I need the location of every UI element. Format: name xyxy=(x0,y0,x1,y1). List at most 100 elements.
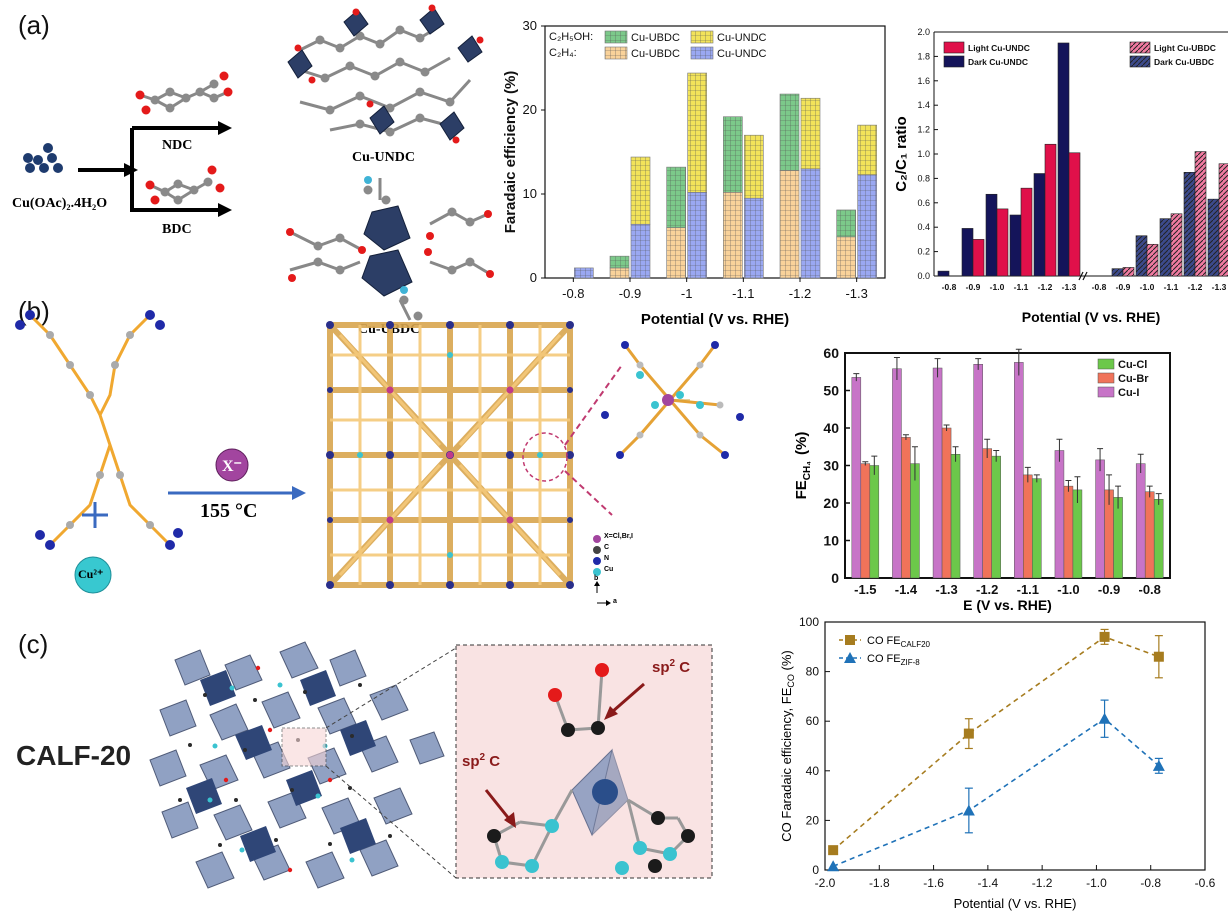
series-line-calf20 xyxy=(832,635,1160,851)
scheme-b xyxy=(15,310,744,606)
cu-ion-label: Cu²⁺ xyxy=(78,567,104,581)
legend-swatch xyxy=(943,55,965,68)
bar-cu-undc-c2h5oh xyxy=(800,97,821,170)
bar-cu-undc-c2h4 xyxy=(857,174,877,279)
x-axis-label: Potential (V vs. RHE) xyxy=(641,311,789,328)
x-tick-label: -0.9 xyxy=(966,282,981,292)
y-tick-label: 10 xyxy=(523,186,537,201)
key-x-label: X=Cl,Br,I xyxy=(604,533,633,540)
cu-ubdc-structure xyxy=(286,176,494,321)
y-tick-label: 50 xyxy=(823,383,839,399)
legend-row-c2h4: C₂H₄: xyxy=(549,47,577,59)
panel-label-c: (c) xyxy=(18,629,49,659)
y-axis-label: Faradaic efficiency (%) xyxy=(502,71,519,234)
chart-c2c1-ratio: 0.0 0.2 0.4 0.6 0.8 1.0 1.2 1.4 1.6 1.8 2.0 -0.8 -0.… xyxy=(893,27,1228,325)
bar-cu-i xyxy=(932,367,943,579)
chart-fe-ch4: 0 10 20 30 40 50 60 -1.5 -1.4 -1.3 -1.2 -1.1 -1.0 -0.… xyxy=(793,345,1171,613)
x-tick-label: -1.0 xyxy=(1140,282,1155,292)
x-axis-label: Potential (V vs. RHE) xyxy=(954,896,1077,911)
bar-cu-ubdc-c2h5oh xyxy=(779,93,800,171)
bar-dark-cu-ubdc xyxy=(1183,172,1196,277)
bar-cu-i xyxy=(851,377,862,579)
bar-cu-cl xyxy=(950,454,961,579)
x-tick-label: -0.8 xyxy=(942,282,957,292)
bar-cu-ubdc-c2h4 xyxy=(779,170,800,279)
legend-name: CO FE xyxy=(867,653,901,665)
bar-cu-ubdc-c2h4 xyxy=(666,227,686,279)
bar-light-cu-ubdc xyxy=(1122,267,1135,277)
sp2-sup: 2 xyxy=(479,752,486,763)
y-tick-label: 0.6 xyxy=(917,198,930,208)
legend-sub: CALF20 xyxy=(901,640,931,649)
bar-light-cu-undc xyxy=(1044,143,1057,277)
data-point-calf20 xyxy=(828,845,839,856)
legend-label: Cu-Cl xyxy=(1118,359,1147,371)
legend-swatch xyxy=(1129,55,1151,68)
bar-cu-br xyxy=(1023,474,1033,579)
y-tick-label: 0.2 xyxy=(917,247,930,257)
legend-swatch xyxy=(943,41,965,54)
x-tick-label: -1.4 xyxy=(895,582,918,597)
precursor-label: Cu(OAc)₂.4H₂O xyxy=(12,196,108,211)
legend-swatch xyxy=(1097,372,1115,384)
ndc-molecule xyxy=(135,71,233,115)
bar-dark-cu-undc xyxy=(1033,173,1046,277)
legend-swatch xyxy=(1129,41,1151,54)
y-axis-label: CO Faradaic efficiency, FECO (%) xyxy=(779,650,796,841)
ligand-structure xyxy=(28,313,172,547)
bar-cu-undc-c2h5oh xyxy=(857,124,877,175)
legend-label: Cu-UNDC xyxy=(717,32,767,44)
legend-label: Light Cu-UBDC xyxy=(1154,43,1216,53)
data-point-zif-8 xyxy=(962,804,975,816)
y-label-unit: (%) xyxy=(779,650,794,674)
bar-dark-cu-ubdc xyxy=(1159,218,1172,277)
bar-cu-br xyxy=(941,427,952,579)
bar-cu-i xyxy=(1054,450,1065,579)
sp2-c: C xyxy=(485,753,501,770)
x-tick-label: -0.9 xyxy=(1098,582,1120,597)
bar-light-cu-ubdc xyxy=(1146,243,1159,277)
bar-cu-cl xyxy=(910,463,920,579)
legend-label: Cu-UBDC xyxy=(631,32,680,44)
legend-marker xyxy=(845,635,855,645)
x-tick-label: -1.5 xyxy=(854,582,876,597)
key-cu-label: Cu xyxy=(604,566,614,573)
y-tick-label: 0.8 xyxy=(917,173,930,183)
y-tick-label: 30 xyxy=(523,18,537,33)
data-point-calf20 xyxy=(1099,631,1110,642)
bar-dark-cu-undc xyxy=(985,193,998,277)
x-tick-label: -1.2 xyxy=(976,582,998,597)
data-point-zif-8 xyxy=(827,860,840,872)
bar-dark-cu-ubdc xyxy=(1135,235,1148,277)
y-tick-label: 60 xyxy=(823,345,839,361)
bdc-label: BDC xyxy=(162,222,192,237)
plot-frame xyxy=(824,621,1206,871)
y-label-sub: CO xyxy=(786,674,796,688)
y-tick-label: 0.4 xyxy=(917,222,930,232)
bar-cu-br xyxy=(982,448,992,579)
ndc-label: NDC xyxy=(162,138,193,153)
x-tick-label: -1.2 xyxy=(1188,282,1203,292)
axis-break xyxy=(1078,271,1084,281)
y-tick-label: 20 xyxy=(806,813,820,827)
bar-dark-cu-undc xyxy=(1057,42,1070,277)
data-point-zif-8 xyxy=(1098,712,1111,724)
bar-cu-cl xyxy=(1072,489,1083,579)
bar-light-cu-undc xyxy=(972,239,985,277)
x-tick-label: -2.0 xyxy=(815,876,836,890)
y-tick-label: 20 xyxy=(523,102,537,117)
bar-cu-cl xyxy=(991,455,1001,579)
bar-cu-br xyxy=(860,463,871,579)
y-tick-label: 1.4 xyxy=(917,100,930,110)
legend-swatch xyxy=(1097,358,1115,370)
x-tick-label: -1.2 xyxy=(1032,876,1053,890)
legend-label: CO FECALF20 xyxy=(867,635,931,649)
y-label-main: CO Faradaic efficiency, FE xyxy=(779,687,794,841)
cu-undc-structure xyxy=(287,4,484,144)
x-tick-label: -1.0 xyxy=(1057,582,1079,597)
axis-break xyxy=(1082,271,1088,281)
chart-co-fe: 0 20 40 60 80 100 -2.0 -1.8 -1.6 -1.4 -1.2 -1.0 -0.8… xyxy=(779,615,1216,911)
y-tick-label: 0.0 xyxy=(917,271,930,281)
x-tick-label: -0.8 xyxy=(1138,582,1160,597)
cu-undc-label: Cu-UNDC xyxy=(352,150,415,165)
